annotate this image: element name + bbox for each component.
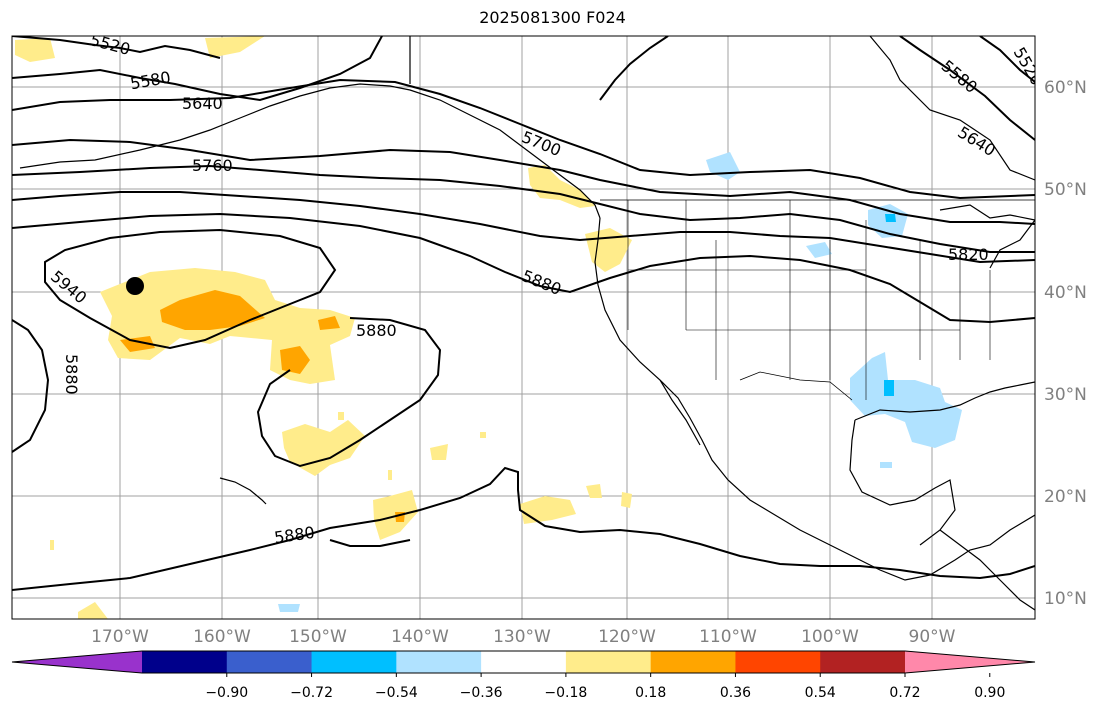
lat-label: 30°N [1044, 385, 1087, 405]
lon-label: 140°W [391, 627, 449, 647]
colorbar-tick-label: 0.18 [635, 685, 666, 701]
colorbar-tick-label: −0.54 [375, 685, 418, 701]
colorbar-segment [820, 651, 906, 673]
colorbar-segment [481, 651, 567, 673]
colorbar-extend-low [12, 651, 142, 673]
contour-label: 5880 [356, 321, 397, 340]
colorbar-extend-high [905, 651, 1035, 673]
colorbar-tick-label: 0.72 [889, 685, 920, 701]
colorbar: −0.90 −0.72 −0.54 −0.36 −0.18 0.18 0.36 0.54 0.7… [11, 650, 1036, 701]
height-contours [12, 36, 1035, 591]
colorbar-segment [650, 651, 736, 673]
colorbar-tick-label: −0.36 [460, 685, 503, 701]
colorbar-segment [142, 651, 228, 673]
colorbar-tick-label: 0.54 [805, 685, 836, 701]
lon-label: 100°W [801, 627, 859, 647]
colorbar-segment [311, 651, 397, 673]
contour-label: 5760 [192, 156, 233, 175]
colorbar-segment [396, 651, 482, 673]
colorbar-segment [735, 651, 821, 673]
longitude-labels: 170°W 160°W 150°W 140°W 130°W 120°W 110°… [91, 627, 956, 647]
colorbar-tick-label: −0.90 [205, 685, 248, 701]
lon-label: 110°W [699, 627, 757, 647]
lon-label: 170°W [91, 627, 149, 647]
colorbar-tick-label: −0.18 [544, 685, 587, 701]
lat-label: 10°N [1044, 589, 1087, 609]
lon-label: 130°W [493, 627, 551, 647]
colorbar-segment [226, 651, 313, 673]
contour-label: 5880 [62, 354, 81, 395]
lon-label: 90°W [909, 627, 956, 647]
lat-label: 40°N [1044, 283, 1087, 303]
latitude-labels: 60°N 50°N 40°N 30°N 20°N 10°N [1044, 78, 1087, 609]
location-marker [126, 277, 144, 295]
map-title: 2025081300 F024 [479, 8, 626, 27]
lon-label: 150°W [289, 627, 347, 647]
colorbar-outline [11, 650, 1036, 674]
colorbar-segment [565, 651, 652, 673]
lat-label: 60°N [1044, 78, 1087, 98]
positive-anomaly-shading [15, 36, 632, 619]
colorbar-tick-label: 0.36 [720, 685, 751, 701]
lat-label: 50°N [1044, 180, 1087, 200]
contour-label: 5640 [182, 94, 223, 113]
lon-label: 120°W [598, 627, 656, 647]
lat-label: 20°N [1044, 487, 1087, 507]
map-border [11, 35, 1036, 620]
colorbar-tick-label: −0.72 [290, 685, 333, 701]
colorbar-tick-label: 0.90 [974, 685, 1005, 701]
lon-label: 160°W [193, 627, 251, 647]
contour-label: 5820 [948, 245, 989, 264]
